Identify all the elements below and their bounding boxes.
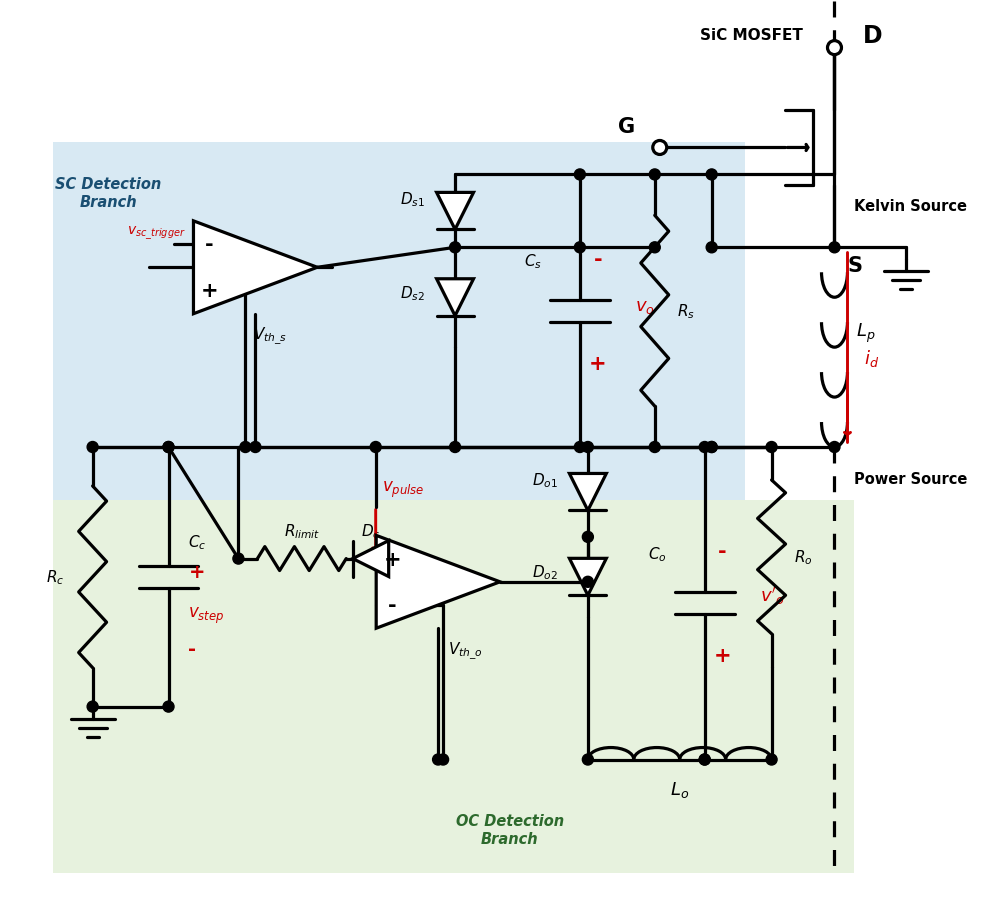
Bar — [53, 143, 744, 501]
Polygon shape — [569, 474, 606, 511]
Text: $i_d$: $i_d$ — [865, 347, 880, 368]
Circle shape — [433, 754, 444, 765]
Text: OC Detection
Branch: OC Detection Branch — [456, 814, 564, 846]
Circle shape — [450, 442, 461, 453]
Text: $L_o$: $L_o$ — [670, 779, 689, 799]
Circle shape — [699, 754, 710, 765]
Circle shape — [370, 442, 381, 453]
Text: SC Detection
Branch: SC Detection Branch — [55, 177, 161, 209]
Text: +: + — [589, 354, 606, 373]
Text: $D_{s1}$: $D_{s1}$ — [400, 190, 425, 209]
Text: $C_c$: $C_c$ — [188, 533, 206, 552]
Text: -: - — [718, 542, 727, 562]
Circle shape — [232, 554, 243, 565]
Text: $R_c$: $R_c$ — [46, 568, 65, 586]
Circle shape — [87, 442, 98, 453]
Polygon shape — [437, 280, 474, 317]
Text: $v_{sc\_trigger}$: $v_{sc\_trigger}$ — [126, 225, 185, 242]
Circle shape — [163, 702, 174, 713]
Text: $V_{th\_o}$: $V_{th\_o}$ — [448, 640, 483, 661]
Circle shape — [163, 442, 174, 453]
Circle shape — [582, 754, 593, 765]
Text: $V_{th\_s}$: $V_{th\_s}$ — [254, 326, 288, 346]
Text: $C_o$: $C_o$ — [648, 545, 666, 563]
Text: $D_{s2}$: $D_{s2}$ — [400, 283, 425, 302]
Circle shape — [438, 754, 449, 765]
Circle shape — [649, 243, 660, 253]
Text: $R_o$: $R_o$ — [794, 548, 813, 566]
Circle shape — [574, 442, 585, 453]
Bar — [53, 501, 855, 873]
Circle shape — [582, 532, 593, 543]
Text: $C_s$: $C_s$ — [524, 253, 542, 271]
Text: $v_{step}$: $v_{step}$ — [188, 605, 225, 625]
Circle shape — [699, 754, 710, 765]
Circle shape — [163, 442, 174, 453]
Circle shape — [574, 170, 585, 180]
Circle shape — [450, 243, 461, 253]
Circle shape — [582, 576, 593, 587]
Text: Kelvin Source: Kelvin Source — [855, 198, 968, 214]
Circle shape — [706, 442, 717, 453]
Text: $v_o$: $v_o$ — [635, 298, 654, 316]
Polygon shape — [437, 193, 474, 230]
Polygon shape — [376, 536, 500, 629]
Text: -: - — [388, 595, 397, 615]
Circle shape — [649, 170, 660, 180]
Circle shape — [829, 442, 840, 453]
Text: Power Source: Power Source — [855, 472, 968, 487]
Text: $D_c$: $D_c$ — [361, 521, 381, 540]
Polygon shape — [569, 558, 606, 595]
Text: D: D — [863, 23, 882, 48]
Text: $R_s$: $R_s$ — [676, 302, 694, 321]
Text: S: S — [848, 256, 863, 276]
Text: $v'_o$: $v'_o$ — [760, 584, 785, 607]
Text: +: + — [713, 646, 731, 666]
Circle shape — [582, 442, 593, 453]
Text: +: + — [200, 281, 218, 301]
Circle shape — [706, 243, 717, 253]
Circle shape — [649, 442, 660, 453]
Polygon shape — [193, 222, 318, 315]
Text: -: - — [593, 250, 602, 270]
Text: +: + — [188, 563, 205, 582]
Circle shape — [652, 142, 666, 155]
Text: G: G — [617, 116, 635, 136]
Circle shape — [829, 243, 840, 253]
Text: SiC MOSFET: SiC MOSFET — [699, 28, 803, 43]
Circle shape — [87, 702, 98, 713]
Circle shape — [706, 170, 717, 180]
Circle shape — [828, 41, 842, 56]
Circle shape — [249, 442, 261, 453]
Text: $L_p$: $L_p$ — [857, 321, 876, 345]
Circle shape — [239, 442, 250, 453]
Text: $D_{o2}$: $D_{o2}$ — [532, 563, 558, 582]
Text: -: - — [188, 640, 196, 658]
Text: $D_{o1}$: $D_{o1}$ — [532, 471, 558, 490]
Text: +: + — [384, 549, 401, 569]
Text: $v_{pulse}$: $v_{pulse}$ — [382, 479, 424, 499]
Circle shape — [767, 754, 778, 765]
Circle shape — [699, 442, 710, 453]
Circle shape — [706, 442, 717, 453]
Text: -: - — [205, 235, 213, 254]
Polygon shape — [353, 541, 389, 577]
Text: $R_{limit}$: $R_{limit}$ — [284, 521, 320, 540]
Circle shape — [574, 243, 585, 253]
Circle shape — [767, 442, 778, 453]
